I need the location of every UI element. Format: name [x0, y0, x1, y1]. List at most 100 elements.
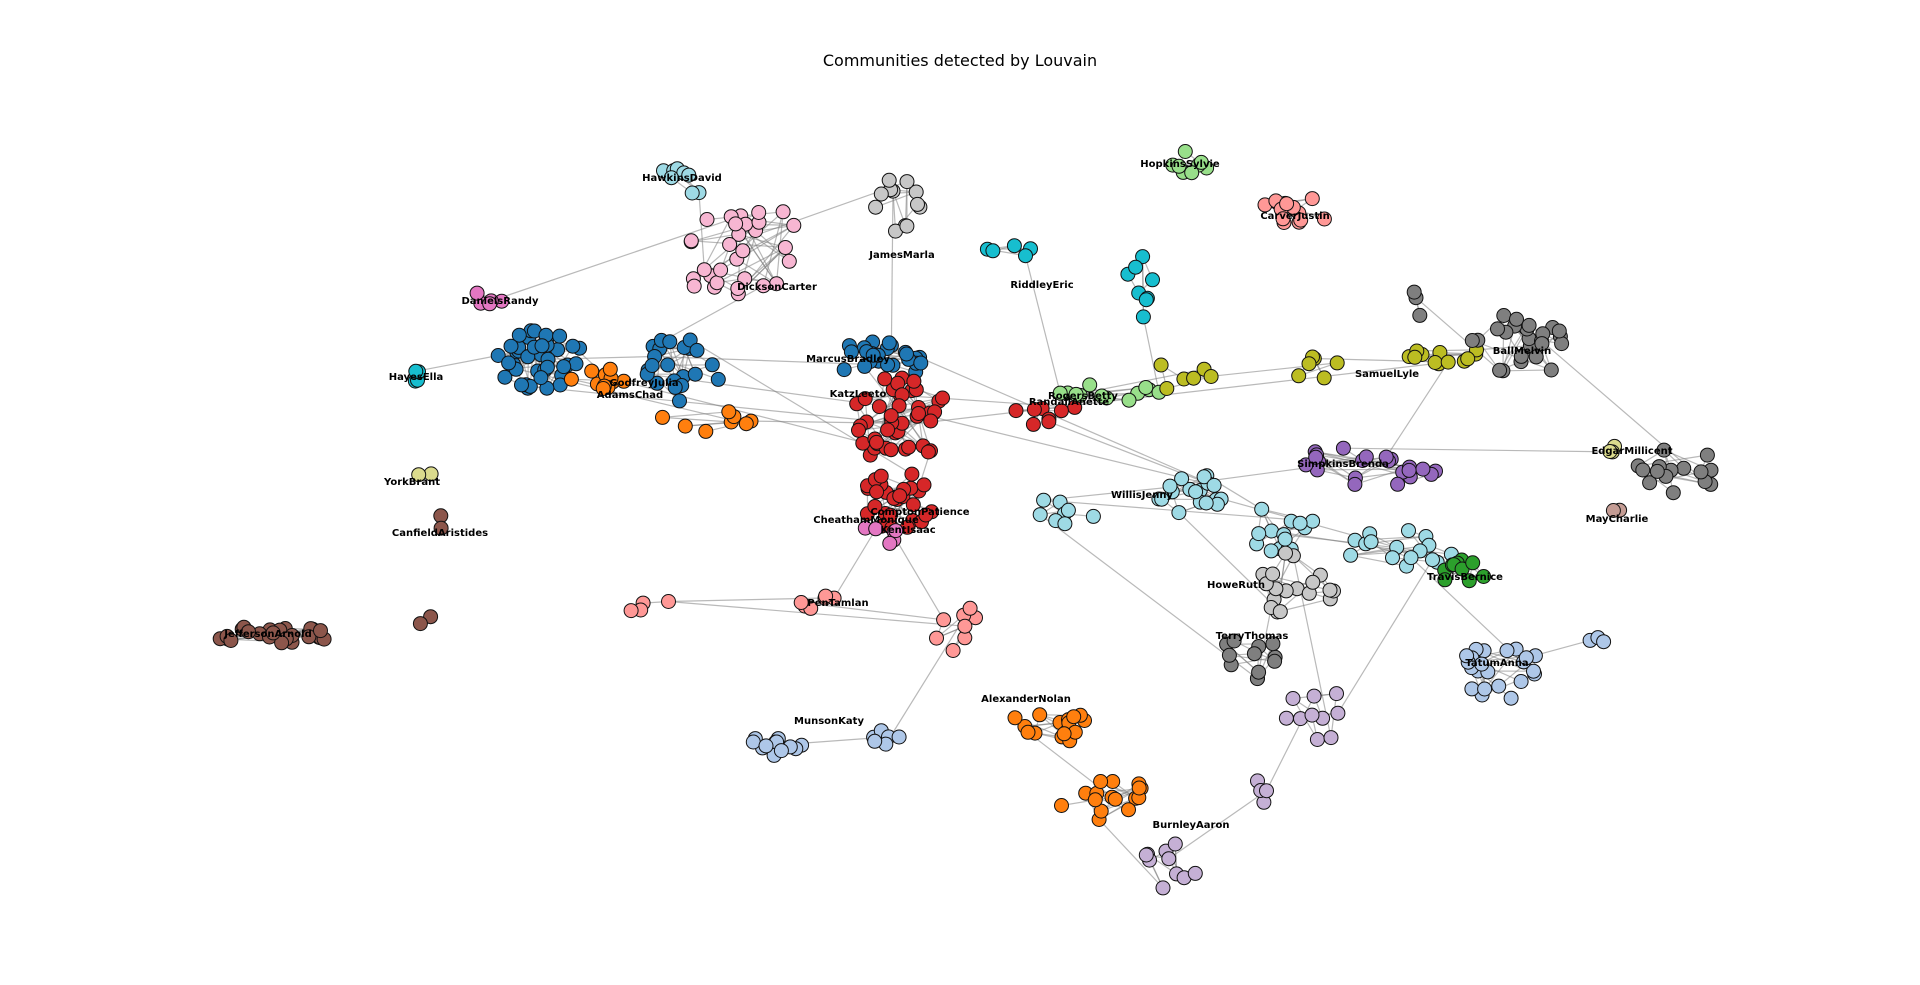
graph-node	[962, 600, 978, 616]
graph-node	[899, 174, 915, 190]
graph-node	[1291, 368, 1307, 384]
graph-node	[1251, 664, 1267, 680]
graph-node	[836, 362, 852, 378]
graph-node	[777, 240, 793, 255]
graph-edge	[1039, 514, 1258, 680]
node-label: KentIsaac	[880, 525, 935, 536]
graph-node	[1293, 212, 1309, 228]
graph-node	[1440, 354, 1456, 370]
graph-node	[1329, 355, 1345, 371]
graph-node	[1427, 355, 1443, 370]
graph-node	[1649, 463, 1665, 479]
graph-node	[883, 442, 899, 458]
graph-node	[686, 278, 702, 294]
graph-node	[411, 467, 427, 483]
graph-node	[882, 535, 898, 551]
graph-node	[649, 375, 665, 391]
graph-node	[684, 185, 700, 201]
graph-node	[1145, 272, 1160, 288]
graph-node	[682, 332, 698, 348]
graph-node	[655, 409, 670, 425]
graph-node	[1026, 402, 1042, 417]
graph-node	[916, 477, 932, 493]
graph-edge	[1024, 255, 1061, 394]
graph-node	[223, 633, 239, 648]
graph-node	[1177, 144, 1193, 159]
graph-edge	[1337, 559, 1434, 714]
node-label: JeffersonArnold	[223, 629, 312, 640]
graph-node	[563, 371, 579, 387]
graph-node	[1492, 362, 1508, 378]
graph-node	[1676, 460, 1692, 476]
graph-node	[1279, 196, 1295, 212]
graph-node	[881, 172, 897, 188]
graph-node	[533, 370, 549, 386]
graph-node	[1161, 851, 1177, 867]
graph-node	[1412, 307, 1428, 323]
node-label: AlexanderNolan	[981, 694, 1071, 705]
graph-node	[904, 466, 920, 482]
graph-node	[1330, 705, 1346, 721]
graph-edge	[1178, 512, 1281, 613]
graph-node	[738, 416, 754, 432]
graph-node	[1459, 648, 1475, 664]
graph-node	[1265, 636, 1281, 652]
graph-node	[469, 285, 485, 301]
graph-node	[873, 468, 889, 484]
graph-node	[1085, 508, 1101, 524]
graph-node	[1203, 369, 1219, 384]
node-label: AdamsChad	[597, 390, 663, 401]
graph-node	[595, 381, 611, 396]
graph-node	[730, 281, 746, 296]
graph-node	[1464, 681, 1480, 697]
graph-node	[913, 355, 929, 371]
graph-node	[911, 406, 926, 421]
graph-node	[408, 363, 424, 379]
graph-node	[871, 399, 887, 415]
graph-edge	[885, 607, 971, 745]
graph-node	[1551, 323, 1567, 339]
node-label: BallMelvin	[1493, 346, 1551, 357]
graph-node	[1162, 478, 1178, 494]
graph-node	[1057, 516, 1073, 532]
graph-node	[1406, 284, 1422, 300]
graph-node	[1275, 211, 1291, 227]
graph-node	[957, 618, 973, 634]
graph-node	[877, 371, 893, 387]
graph-edge	[1142, 316, 1160, 393]
graph-node	[1605, 503, 1621, 518]
graph-node	[301, 629, 317, 645]
graph-node	[1305, 574, 1321, 590]
node-label: MarcusBradley	[806, 354, 890, 365]
node-label: RiddleyEric	[1010, 280, 1073, 291]
graph-node	[1094, 388, 1110, 404]
graph-node	[873, 186, 889, 202]
graph-node	[490, 348, 506, 363]
graph-node	[1496, 308, 1512, 323]
graph-node	[899, 218, 915, 234]
node-label: TravisBernice	[1427, 572, 1503, 583]
graph-node	[1343, 547, 1359, 563]
graph-node	[1401, 462, 1417, 478]
graph-node	[735, 243, 751, 259]
graph-node	[1068, 386, 1084, 402]
graph-node	[1008, 403, 1024, 419]
graph-node	[888, 523, 904, 539]
graph-node	[901, 439, 917, 455]
graph-node	[412, 616, 428, 632]
graph-node	[710, 371, 726, 387]
graph-node	[1093, 774, 1109, 789]
graph-edge	[1168, 790, 1267, 860]
graph-node	[935, 390, 950, 406]
graph-node	[929, 630, 944, 646]
graph-node	[1131, 780, 1147, 796]
graph-node	[602, 361, 618, 377]
node-label: ComptonPatience	[870, 507, 969, 518]
graph-edge	[685, 421, 732, 427]
graph-node	[868, 199, 884, 215]
graph-node	[663, 170, 679, 186]
graph-edge	[1061, 796, 1113, 807]
graph-node	[1323, 730, 1339, 746]
node-label: CarverJustin	[1260, 211, 1329, 222]
graph-node	[1187, 865, 1203, 881]
